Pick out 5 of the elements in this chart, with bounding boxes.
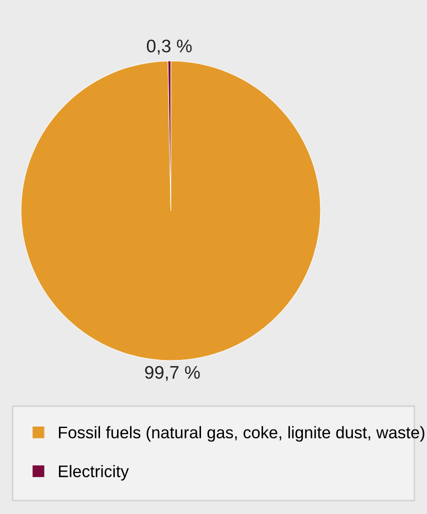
legend-label: Fossil fuels (natural gas, coke, lignite dust, waste): [58, 426, 424, 442]
pie-slice: [20, 60, 321, 361]
data-label: 99,7 %: [145, 366, 200, 381]
data-label: 0,3 %: [146, 40, 192, 55]
legend-label: Electricity: [58, 464, 129, 481]
